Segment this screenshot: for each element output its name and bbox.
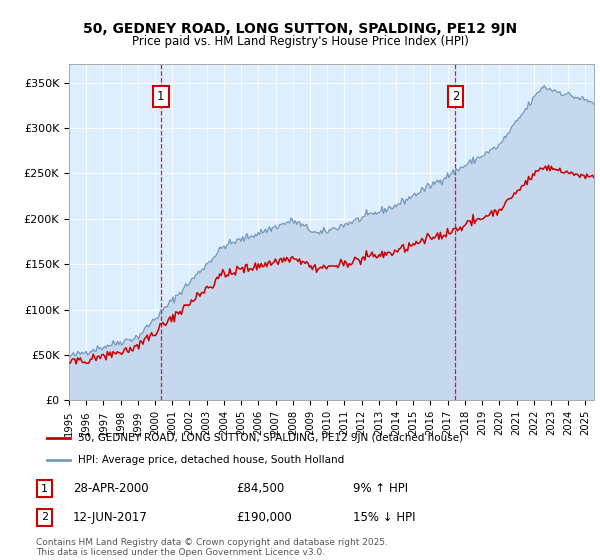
- Text: Contains HM Land Registry data © Crown copyright and database right 2025.
This d: Contains HM Land Registry data © Crown c…: [36, 538, 388, 557]
- Text: 28-APR-2000: 28-APR-2000: [73, 482, 149, 496]
- Text: 2: 2: [41, 512, 48, 522]
- Text: HPI: Average price, detached house, South Holland: HPI: Average price, detached house, Sout…: [78, 455, 344, 465]
- Text: 50, GEDNEY ROAD, LONG SUTTON, SPALDING, PE12 9JN (detached house): 50, GEDNEY ROAD, LONG SUTTON, SPALDING, …: [78, 433, 463, 444]
- Text: 2: 2: [452, 90, 459, 102]
- Text: £190,000: £190,000: [236, 511, 292, 524]
- Text: Price paid vs. HM Land Registry's House Price Index (HPI): Price paid vs. HM Land Registry's House …: [131, 35, 469, 48]
- Text: 15% ↓ HPI: 15% ↓ HPI: [353, 511, 415, 524]
- Text: £84,500: £84,500: [236, 482, 285, 496]
- Text: 9% ↑ HPI: 9% ↑ HPI: [353, 482, 408, 496]
- Text: 12-JUN-2017: 12-JUN-2017: [73, 511, 148, 524]
- Text: 50, GEDNEY ROAD, LONG SUTTON, SPALDING, PE12 9JN: 50, GEDNEY ROAD, LONG SUTTON, SPALDING, …: [83, 22, 517, 36]
- Text: 1: 1: [157, 90, 164, 102]
- Text: 1: 1: [41, 484, 48, 494]
